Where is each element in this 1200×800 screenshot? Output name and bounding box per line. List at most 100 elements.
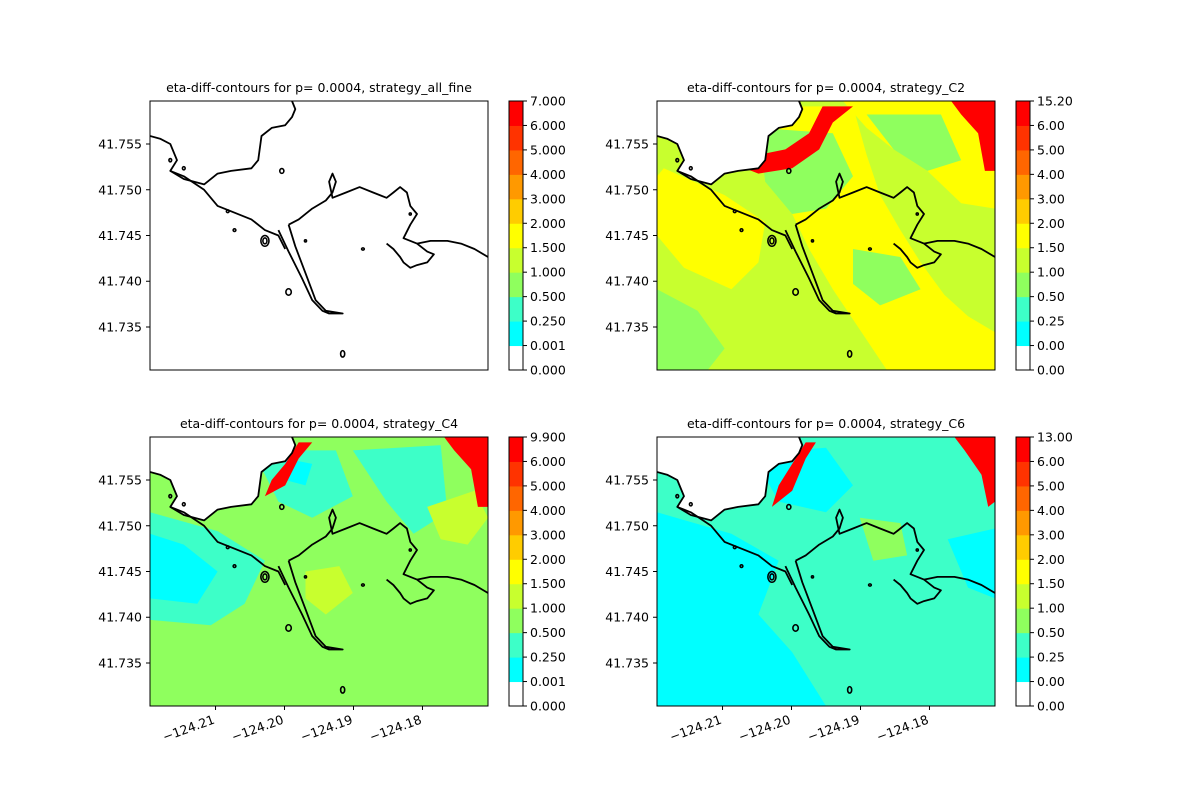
colorbar-tick-label: 0.001 (530, 338, 566, 353)
islet (262, 573, 268, 581)
ytick-label: 41.755 (98, 473, 142, 488)
islet (225, 545, 230, 550)
colorbar-segment (509, 583, 523, 609)
colorbar-tick-label: 1.000 (530, 265, 566, 280)
contour-region-high (771, 442, 816, 507)
colorbar-segment (509, 485, 523, 511)
colorbar-segment (509, 149, 523, 175)
xtick-label: −124.19 (805, 712, 861, 745)
colorbar-segment (1016, 247, 1030, 273)
islet (181, 501, 186, 507)
ytick-label: 41.755 (605, 137, 649, 152)
colorbar-segment (1016, 534, 1030, 560)
colorbar-tick-label: 1.50 (1037, 576, 1065, 591)
colorbar-segment (1016, 272, 1030, 298)
islet (262, 237, 268, 245)
islet (285, 623, 293, 633)
colorbar-segment (509, 101, 523, 126)
islet (792, 287, 800, 297)
islet (339, 685, 346, 694)
colorbar-tick-label: 6.00 (1037, 118, 1065, 133)
land-area (150, 101, 296, 185)
colorbar-tick-label: 0.00 (1037, 338, 1065, 353)
colorbar-segment (1016, 510, 1030, 536)
contour-region (150, 533, 218, 604)
islet (767, 234, 777, 248)
colorbar-segment (1016, 149, 1030, 175)
coastline (416, 239, 488, 258)
colorbar-tick-label: 5.00 (1037, 478, 1065, 493)
coastline (795, 172, 942, 269)
colorbar-segment (509, 198, 523, 224)
ytick-label: 41.745 (605, 564, 649, 579)
plot-area (150, 101, 488, 358)
islet (168, 157, 173, 163)
islet (408, 548, 413, 552)
islet (303, 575, 308, 579)
colorbar-tick-label: 1.500 (530, 240, 566, 255)
colorbar-tick-label: 0.25 (1037, 650, 1065, 665)
colorbar-tick-label: 9.900 (530, 430, 566, 445)
colorbar-segment (1016, 559, 1030, 585)
colorbar-segment (1016, 583, 1030, 609)
colorbar-tick-label: 0.500 (530, 289, 566, 304)
colorbar-tick-label: 4.00 (1037, 503, 1065, 518)
colorbar-tick-label: 0.000 (530, 363, 566, 378)
islet (278, 503, 285, 511)
contour-region (947, 528, 995, 599)
ytick-label: 41.750 (98, 518, 142, 533)
coastline (288, 508, 435, 605)
ytick-label: 41.755 (98, 137, 142, 152)
plot-area (657, 437, 995, 706)
panel-title: eta-diff-contours for p= 0.0004, strateg… (687, 416, 965, 431)
islet (785, 167, 792, 175)
colorbar-tick-label: 0.00 (1037, 363, 1065, 378)
land-area (150, 437, 296, 521)
colorbar-tick-label: 2.000 (530, 216, 566, 231)
contour-region (657, 289, 725, 370)
contour-region (427, 490, 488, 545)
colorbar-tick-label: 0.25 (1037, 314, 1065, 329)
islet (846, 685, 853, 694)
colorbar-tick-label: 3.000 (530, 191, 566, 206)
colorbar-segment (1016, 632, 1030, 658)
colorbar-segment (1016, 174, 1030, 200)
colorbar-segment (1016, 608, 1030, 634)
colorbar-tick-label: 0.000 (530, 699, 566, 714)
coastline (676, 170, 794, 250)
colorbar-tick-label: 5.000 (530, 478, 566, 493)
ytick-label: 41.735 (605, 319, 649, 334)
coastline (150, 437, 297, 522)
islet (867, 583, 873, 587)
coastline (416, 576, 488, 594)
xtick-label: −124.21 (160, 712, 216, 745)
colorbar-segment (1016, 223, 1030, 249)
colorbar-segment (1016, 485, 1030, 511)
coastline (277, 560, 344, 651)
contour-region (866, 114, 962, 171)
colorbar-segment (509, 247, 523, 273)
plot-area (657, 101, 995, 370)
islet (915, 212, 920, 216)
colorbar-tick-label: 4.000 (530, 167, 566, 182)
colorbar-tick-label: 0.50 (1037, 625, 1065, 640)
xtick-label: −124.18 (874, 712, 930, 745)
colorbar-segment (509, 296, 523, 322)
colorbar-tick-label: 6.000 (530, 118, 566, 133)
islet (769, 237, 775, 245)
islet (232, 563, 237, 569)
islet (732, 209, 737, 214)
panel-title: eta-diff-contours for p= 0.0004, strateg… (166, 80, 472, 95)
colorbar-tick-label: 2.00 (1037, 552, 1065, 567)
islet (360, 583, 366, 587)
colorbar-segment (1016, 437, 1030, 462)
islet (285, 287, 293, 297)
islet (260, 234, 270, 248)
colorbar-segment (1016, 198, 1030, 224)
coastline (657, 437, 804, 522)
colorbar-frame (508, 436, 524, 707)
colorbar-frame (508, 100, 524, 371)
islet (688, 165, 693, 171)
islet (867, 247, 873, 251)
islet (739, 227, 744, 233)
